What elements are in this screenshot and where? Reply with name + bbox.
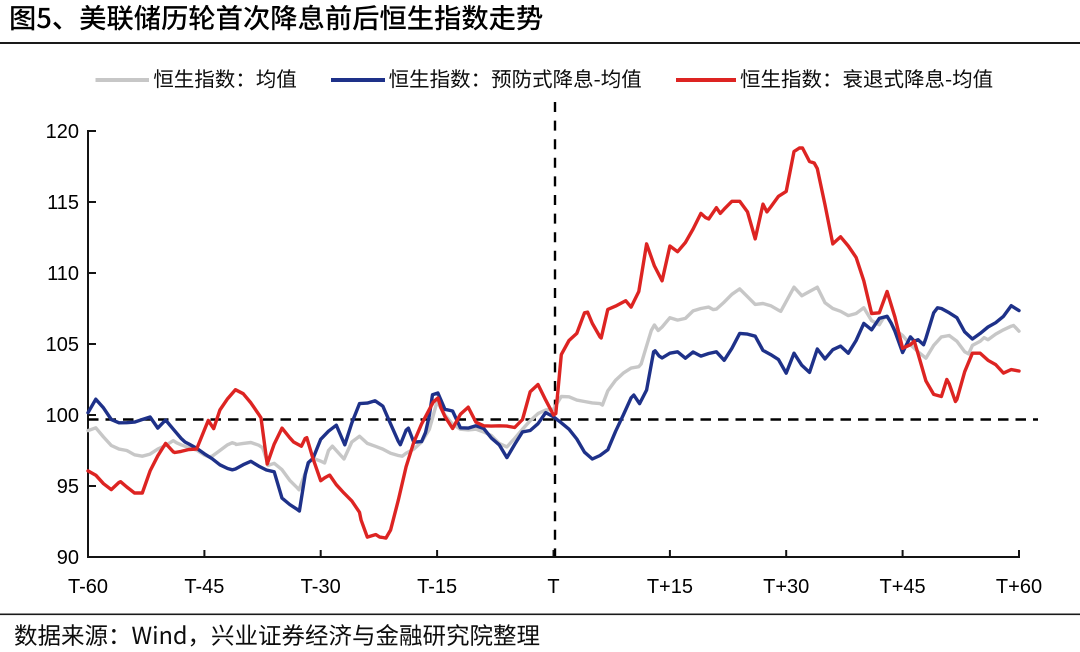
svg-text:110: 110 <box>47 263 79 285</box>
svg-text:T+60: T+60 <box>996 576 1042 598</box>
svg-text:95: 95 <box>57 476 79 498</box>
svg-text:90: 90 <box>57 547 79 569</box>
svg-text:T-15: T-15 <box>417 576 457 598</box>
svg-text:T-45: T-45 <box>184 576 224 598</box>
svg-text:T+30: T+30 <box>763 576 809 598</box>
svg-text:T-30: T-30 <box>301 576 341 598</box>
svg-text:T-60: T-60 <box>68 576 108 598</box>
svg-text:105: 105 <box>46 334 79 356</box>
svg-text:T+15: T+15 <box>647 576 693 598</box>
svg-text:T: T <box>547 576 559 598</box>
svg-text:115: 115 <box>47 192 79 214</box>
svg-text:T+45: T+45 <box>880 576 926 598</box>
svg-text:100: 100 <box>46 405 79 427</box>
svg-text:120: 120 <box>46 121 79 143</box>
